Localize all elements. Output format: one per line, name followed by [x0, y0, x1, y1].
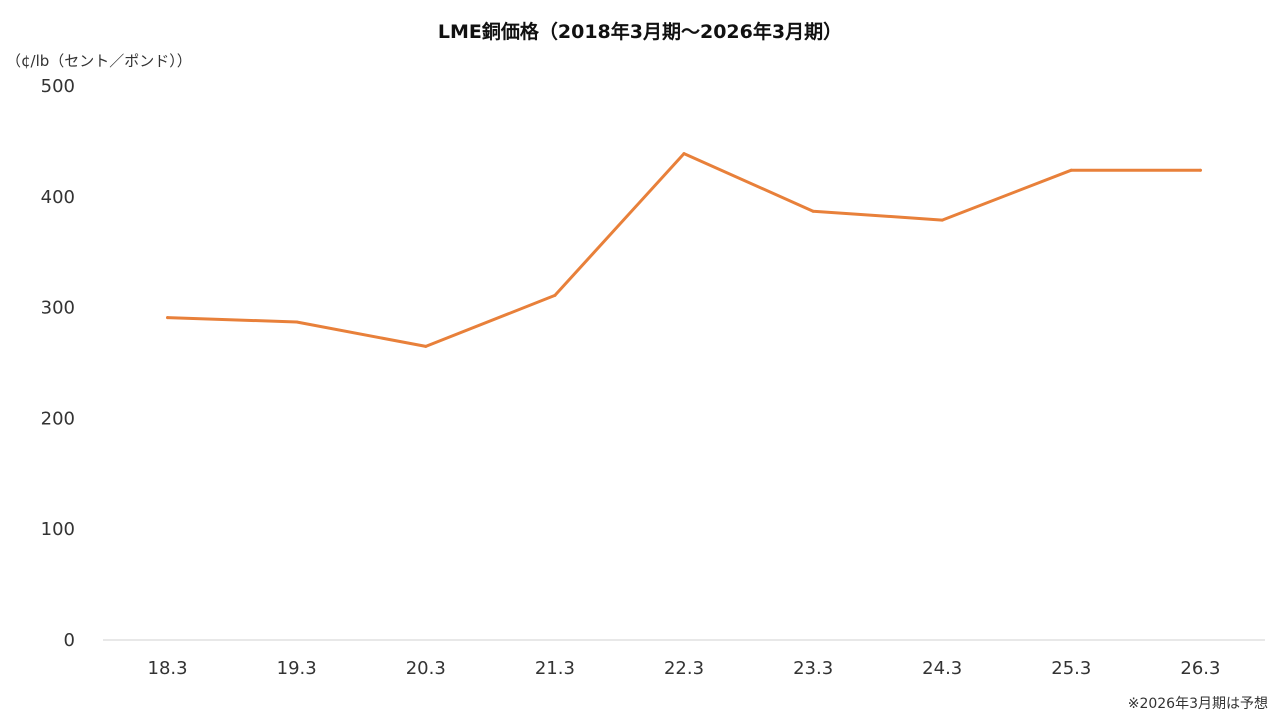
x-tick-label: 25.3 — [1051, 658, 1091, 679]
data-point — [166, 316, 170, 320]
series-line-0 — [166, 152, 1202, 348]
x-tick-label: 26.3 — [1180, 658, 1220, 679]
x-tick-label: 18.3 — [148, 658, 188, 679]
data-point — [1198, 168, 1202, 172]
data-point — [553, 293, 557, 297]
y-axis-ticks: 0 100 200 300 400 500 — [41, 76, 75, 651]
forecast-footnote: ※2026年3月期は予想 — [1128, 696, 1268, 712]
x-tick-label: 23.3 — [793, 658, 833, 679]
data-point — [811, 209, 815, 213]
data-point — [424, 344, 428, 348]
data-point — [682, 152, 686, 156]
y-axis-unit-label: （¢/lb（セント／ポンド）） — [6, 52, 192, 70]
y-tick-label: 500 — [41, 76, 75, 97]
data-point — [1069, 168, 1073, 172]
x-tick-label: 24.3 — [922, 658, 962, 679]
x-tick-label: 19.3 — [277, 658, 317, 679]
chart-title: LME銅価格（2018年3月期～2026年3月期） — [438, 20, 842, 43]
y-tick-label: 100 — [41, 519, 75, 540]
y-tick-label: 0 — [64, 630, 75, 651]
x-axis-ticks: 18.3 19.3 20.3 21.3 22.3 23.3 24.3 25.3 26.3 — [148, 658, 1221, 679]
data-point — [940, 218, 944, 222]
x-tick-label: 20.3 — [406, 658, 446, 679]
data-point — [295, 320, 299, 324]
y-tick-label: 300 — [41, 298, 75, 319]
x-tick-label: 21.3 — [535, 658, 575, 679]
y-tick-label: 200 — [41, 408, 75, 429]
series-group — [166, 152, 1202, 348]
y-tick-label: 400 — [41, 187, 75, 208]
x-tick-label: 22.3 — [664, 658, 704, 679]
